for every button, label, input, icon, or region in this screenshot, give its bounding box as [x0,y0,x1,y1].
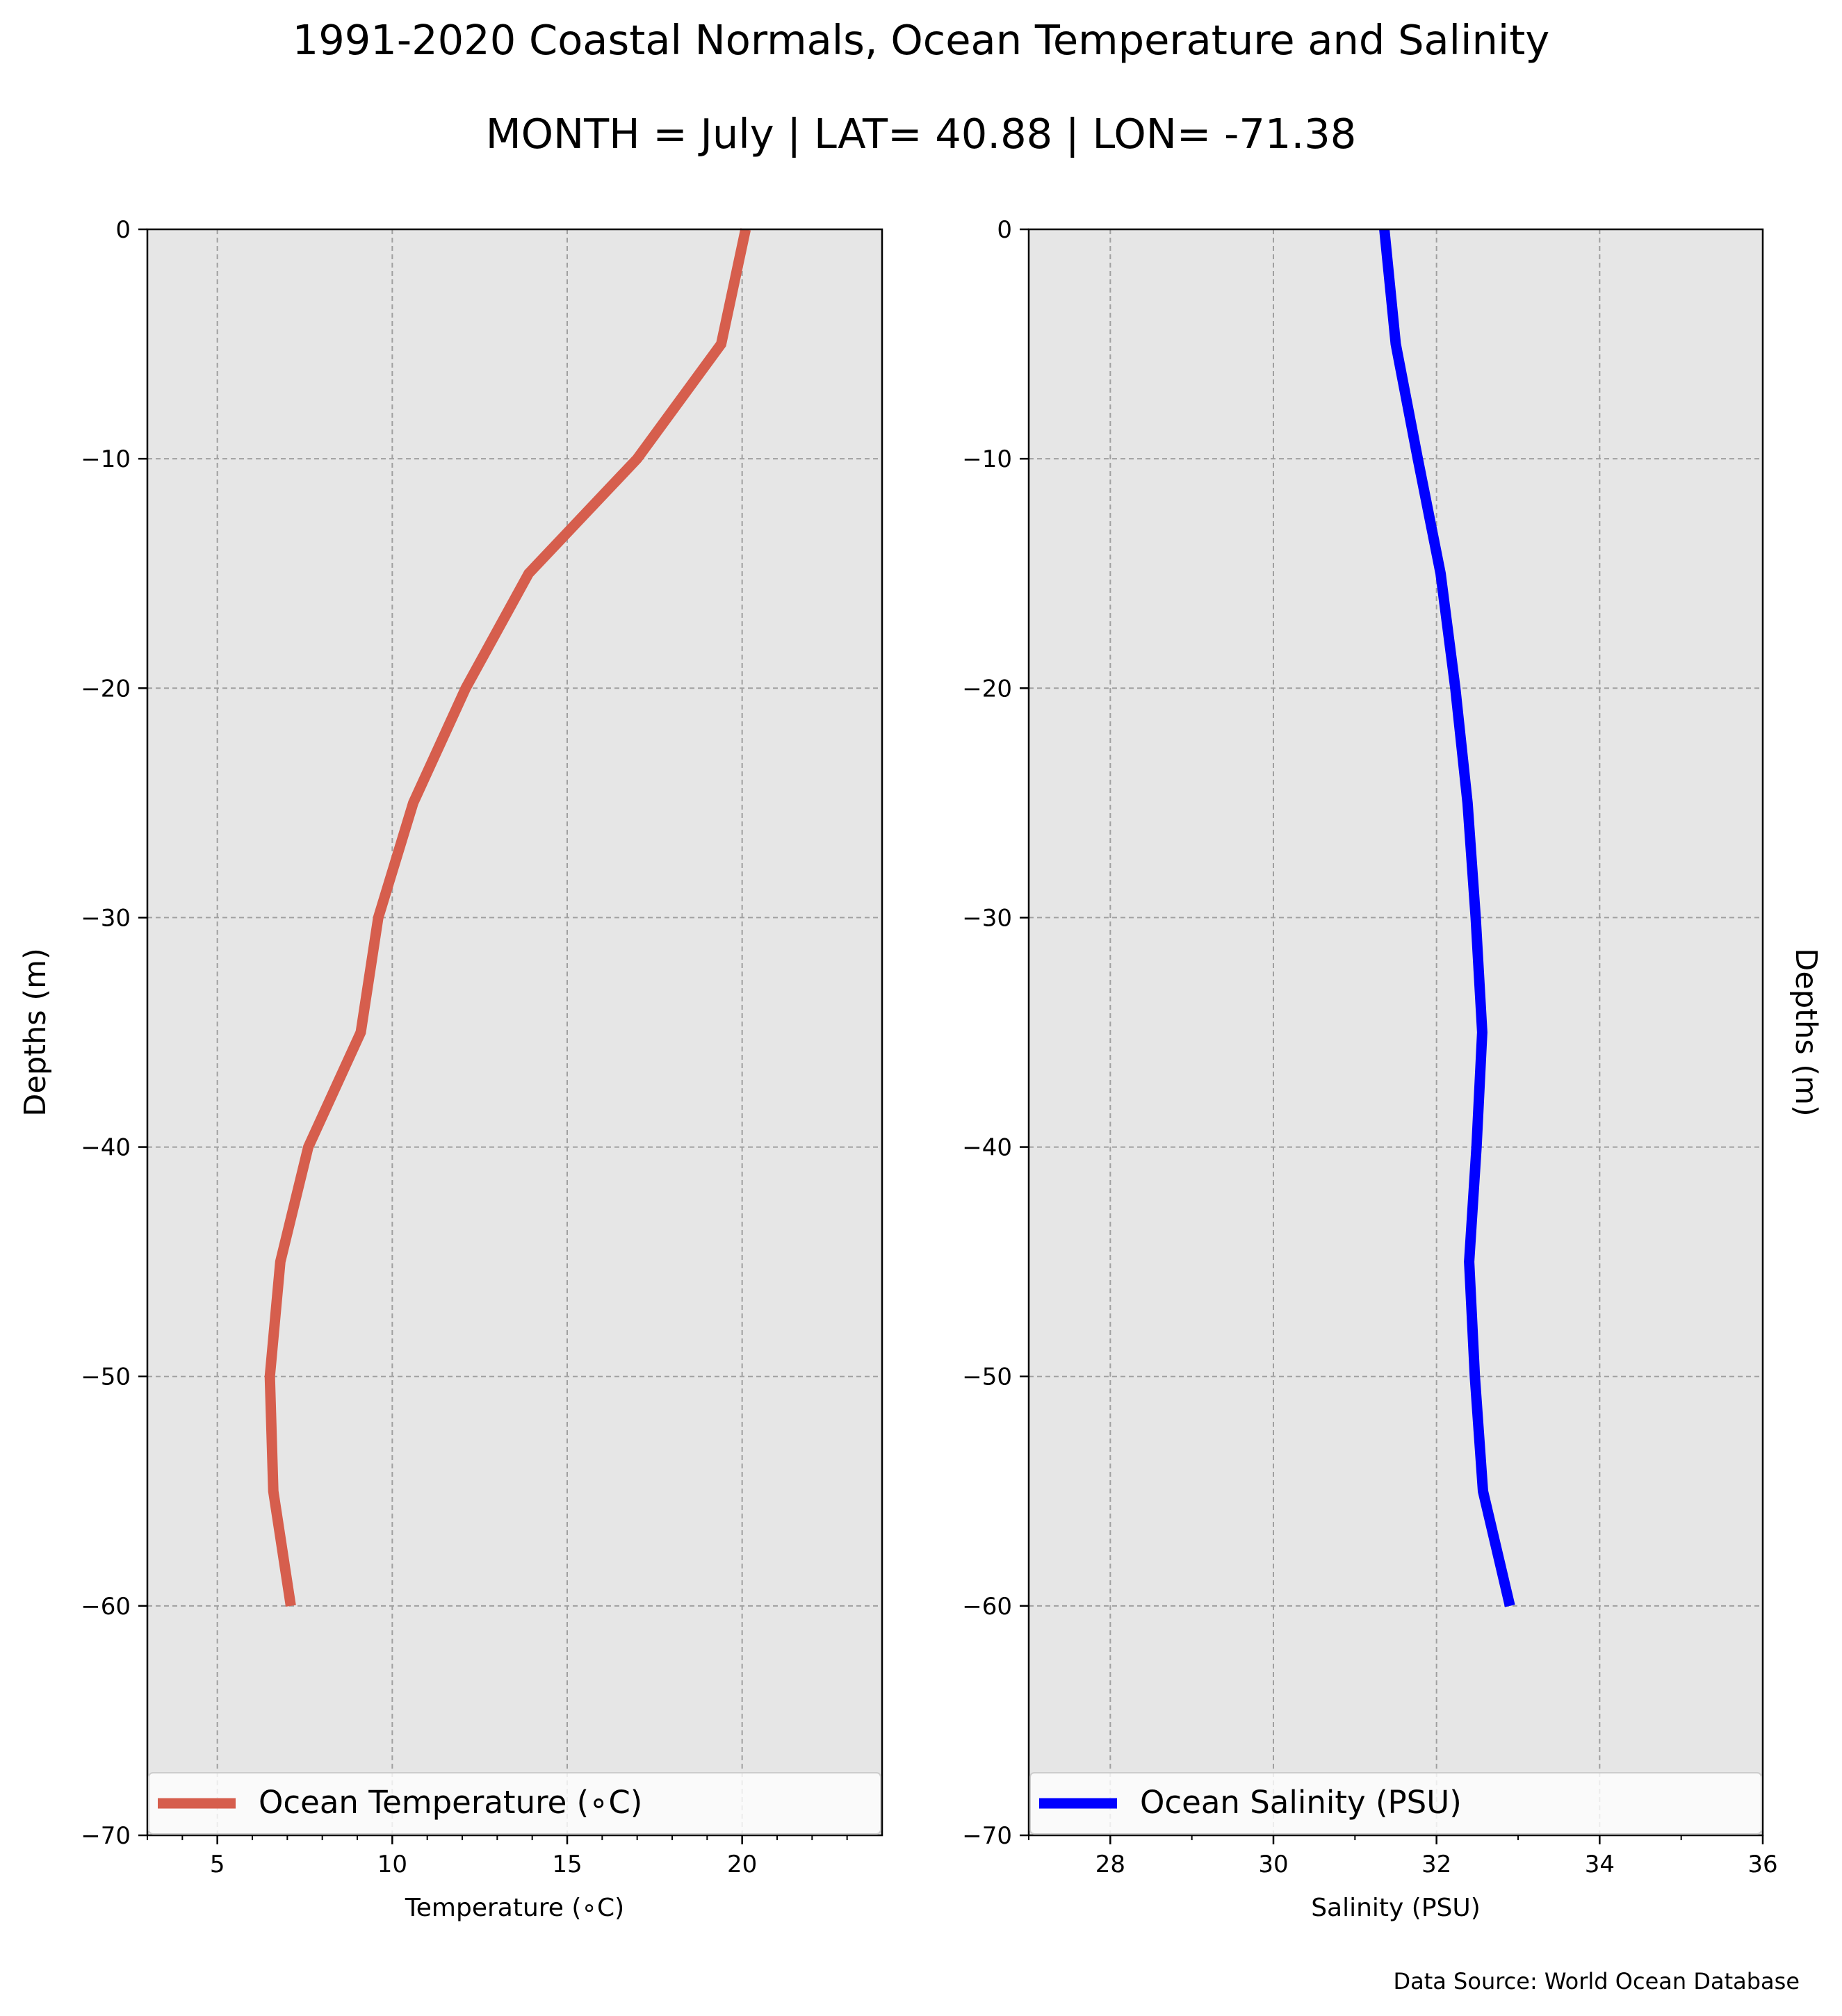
salinity-xtick-label: 32 [1421,1851,1451,1878]
salinity-legend-box [1029,1772,1762,1835]
salinity-yaxis-label: Depths (m) [1788,948,1823,1116]
temperature-xtick-label: 10 [377,1851,407,1878]
temperature-ytick-label: −10 [81,445,131,473]
salinity-xtick-label: 34 [1585,1851,1615,1878]
salinity-ytick-label: −30 [962,904,1012,932]
temperature-series-line [264,228,751,1607]
temperature-legend-box [148,1772,881,1835]
salinity-axes-frame [1027,228,1764,1837]
salinity-ytick-label: −70 [962,1822,1012,1850]
salinity-ytick-label: −60 [962,1593,1012,1621]
temperature-plot-area [147,229,882,1835]
temperature-axes-frame [146,228,883,1837]
salinity-legend-label: Ocean Salinity (PSU) [1140,1784,1462,1821]
salinity-xtick-label: 28 [1095,1851,1125,1878]
figure-subtitle: MONTH = July | LAT= 40.88 | LON= -71.38 [485,110,1357,158]
salinity-legend: Ocean Salinity (PSU) [1029,1772,1762,1835]
salinity-xtick-label: 36 [1747,1851,1777,1878]
temperature-ytick-label: −50 [81,1363,131,1391]
salinity-series-line [1379,229,1515,1607]
salinity-xtick-label: 30 [1258,1851,1288,1878]
temperature-legend-label: Ocean Temperature (∘C) [259,1784,642,1821]
salinity-panel: 0 −10 −20 −30 −40 −50 −60 −70 28 30 32 34 36 Salinity… [962,216,1823,1922]
temperature-panel: 0 −10 −20 −30 −40 −50 −60 −70 5 10 15 20 Temperature… [18,216,883,1922]
figure-title: 1991-2020 Coastal Normals, Ocean Tempera… [292,16,1550,64]
salinity-ytick-label: −50 [962,1363,1012,1391]
temperature-xaxis-label: Temperature (∘C) [405,1894,624,1922]
temperature-xtick-label: 5 [210,1851,225,1878]
temperature-legend: Ocean Temperature (∘C) [148,1772,881,1835]
temperature-xtick-label: 15 [552,1851,582,1878]
temperature-ytick-label: 0 [115,216,131,244]
salinity-ytick-label: 0 [997,216,1012,244]
data-source-note: Data Source: World Ocean Database [1393,1968,1800,1994]
temperature-xtick-label: 20 [727,1851,757,1878]
temperature-ytick-label: −60 [81,1593,131,1621]
salinity-ytick-label: −40 [962,1134,1012,1162]
temperature-ytick-label: −30 [81,904,131,932]
salinity-xaxis-label: Salinity (PSU) [1311,1894,1481,1922]
salinity-ytick-label: −20 [962,675,1012,703]
temperature-ytick-label: −40 [81,1134,131,1162]
temperature-ytick-label: −20 [81,675,131,703]
salinity-ytick-label: −10 [962,445,1012,473]
temperature-yaxis-label: Depths (m) [18,948,53,1116]
salinity-plot-area [1029,229,1763,1835]
temperature-ytick-label: −70 [81,1822,131,1850]
